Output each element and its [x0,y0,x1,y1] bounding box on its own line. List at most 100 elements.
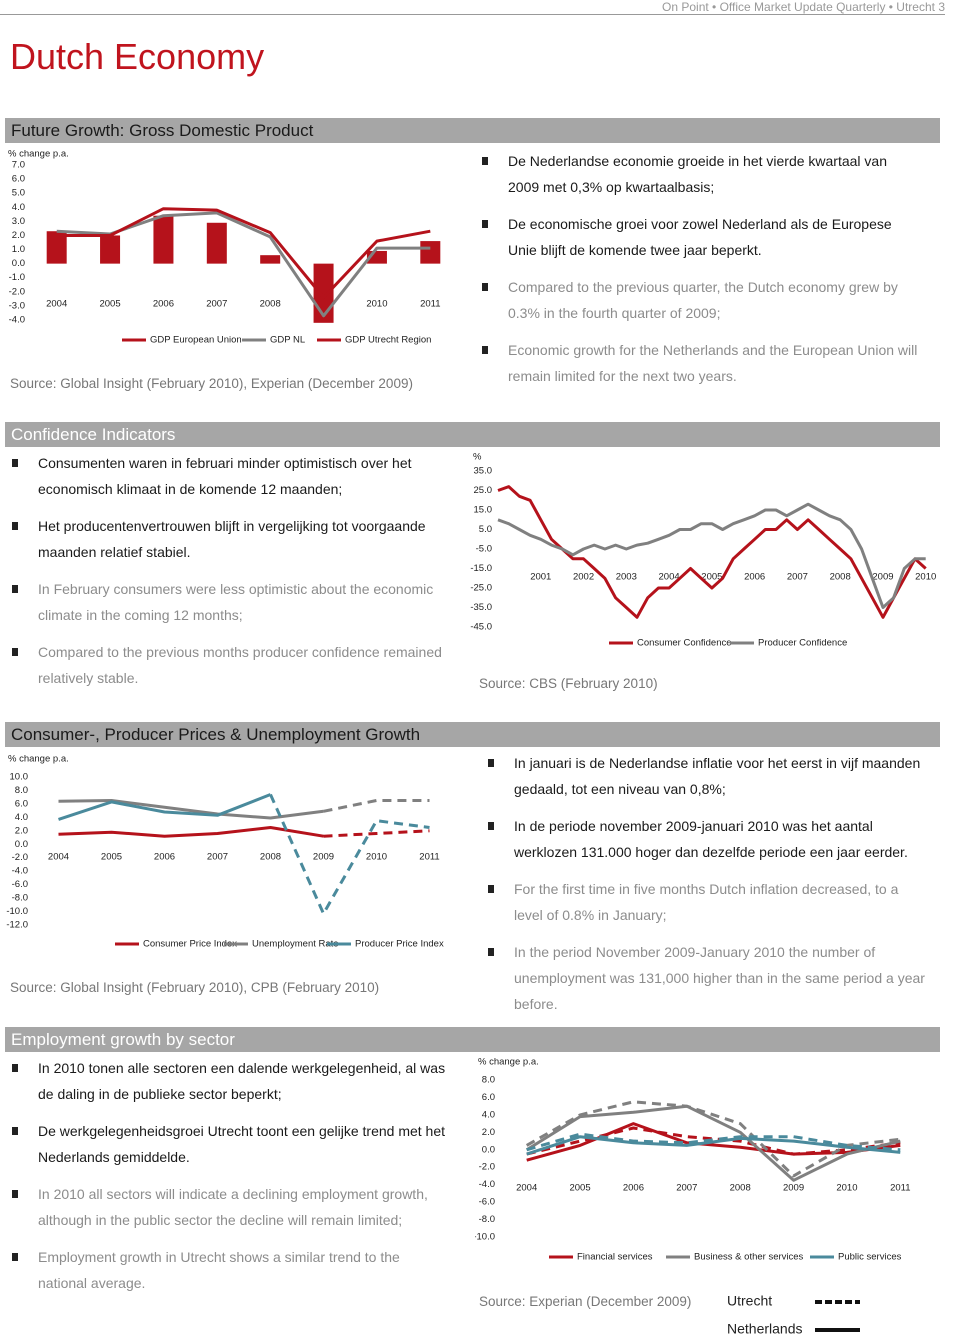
source-note: Source: Global Insight (February 2010), … [10,376,413,391]
y-tick-label: 1.0 [12,244,25,255]
y-tick-label: -45.0 [470,622,492,633]
y-tick-label: -2.0 [479,1162,495,1173]
y-tick-label: 8.0 [482,1075,495,1086]
x-tick-label: 2007 [206,299,227,310]
y-tick-label: 6.0 [12,174,25,185]
y-tick-label: 7.0 [12,160,25,171]
data-line [526,1122,901,1162]
area-legend-label: Netherlands [727,1321,803,1337]
y-axis-title: % [473,452,482,463]
x-tick-label: 2006 [744,572,765,583]
section-heading: Employment growth by sector [5,1027,940,1052]
x-tick-label: 2006 [154,852,175,863]
x-tick-label: 2003 [616,572,637,583]
bullet-list: De Nederlandse economie groeide in het v… [480,148,920,400]
source-note: Source: Experian (December 2009) [479,1294,692,1309]
data-line [323,799,430,813]
bullet: In February consumers were less optimist… [10,576,450,628]
legend-label: Consumer Confidence [637,638,732,649]
y-tick-label: -3.0 [9,300,25,311]
data-line [526,1135,901,1156]
x-tick-label: 2004 [48,852,69,863]
bullet-list: In 2010 tonen alle sectoren een dalende … [10,1055,450,1307]
section-heading: Confidence Indicators [5,422,940,447]
x-tick-label: 2010 [366,299,387,310]
bullet-list: In januari is de Nederlandse inflatie vo… [486,750,926,1028]
data-line [525,1104,901,1182]
source-note: Source: CBS (February 2010) [479,676,658,691]
bullet: Employment growth in Utrecht shows a sim… [10,1244,450,1296]
data-line [56,207,431,299]
x-tick-label: 2010 [915,572,936,583]
legend-label: Producer Confidence [758,638,847,649]
y-axis-title: % change p.a. [8,149,69,160]
bullet: Compared to the previous months producer… [10,639,450,691]
data-line [525,1100,901,1178]
data-line [58,826,324,838]
x-tick-label: 2010 [366,852,387,863]
running-header: On Point • Office Market Update Quarterl… [662,0,945,14]
bullet: De werkgelegenheidsgroei Utrecht toont e… [10,1118,450,1170]
section-heading: Future Growth: Gross Domestic Product [5,118,940,143]
y-axis-title: % change p.a. [478,1057,539,1068]
y-tick-label: 4.0 [15,812,28,823]
x-tick-label: 2005 [569,1183,590,1194]
x-tick-label: 2008 [830,572,851,583]
x-tick-label: 2009 [313,852,334,863]
y-tick-label: 6.0 [482,1092,495,1103]
legend-label: Consumer Price Index [143,939,237,950]
chart: % change p.a. 10.0 8.0 6.0 4.0 2.0 0.0 -2.0 -4.0… [6,754,444,950]
y-tick-label: 3.0 [12,216,25,227]
x-tick-label: 2005 [99,299,120,310]
legend-label: Business & other services [694,1252,804,1263]
bullet: For the first time in five months Dutch … [486,876,926,928]
data-line [497,485,927,619]
y-tick-label: -4.0 [479,1179,495,1190]
legend-label: GDP European Union [150,335,242,346]
y-axis-title: % change p.a. [8,754,69,765]
y-tick-label: -8.0 [12,893,28,904]
bullet: Het producentenvertrouwen blijft in verg… [10,513,450,565]
y-tick-label: 10.0 [10,772,29,783]
data-line [58,793,272,821]
bar [46,231,67,264]
y-tick-label: 0.0 [482,1144,495,1155]
y-tick-label: -4.0 [9,315,25,326]
x-tick-label: 2009 [783,1183,804,1194]
y-tick-label: -4.0 [12,866,28,877]
bullet: In the period November 2009-January 2010… [486,939,926,1017]
y-tick-label: 2.0 [15,825,28,836]
y-tick-label: -10.0 [6,906,28,917]
chart: % change p.a.7.0 6.0 5.0 4.0 3.0 2.0 1.0 0.0 -1.… [8,149,441,346]
x-tick-label: 2008 [730,1183,751,1194]
x-tick-label: 2011 [419,852,439,863]
legend-label: GDP Utrecht Region [345,335,431,346]
x-tick-label: 2008 [260,852,281,863]
y-tick-label: 5.0 [12,188,25,199]
x-tick-label: 2006 [153,299,174,310]
x-tick-label: 2002 [573,572,594,583]
y-tick-label: 0.0 [15,839,28,850]
y-tick-label: -6.0 [12,879,28,890]
y-tick-label: 8.0 [15,785,28,796]
data-line [497,502,926,609]
x-tick-label: 2010 [836,1183,857,1194]
x-tick-label: 2008 [260,299,281,310]
y-tick-label: 6.0 [15,798,28,809]
bullet: In januari is de Nederlandse inflatie vo… [486,750,926,802]
bar [206,222,227,264]
bar [260,255,281,264]
bullet: De economische groei voor zowel Nederlan… [480,211,920,263]
chart: % change p.a. 8.0 6.0 4.0 2.0 0.0 -2.0 -4.0 -6.0… [475,1057,911,1337]
bullet: Consumenten waren in februari minder opt… [10,450,450,502]
y-tick-label: -2.0 [9,286,25,297]
x-tick-label: 2007 [207,852,228,863]
legend-label: Producer Price Index [355,939,444,950]
bullet: In 2010 tonen alle sectoren een dalende … [10,1055,450,1107]
x-tick-label: 2004 [46,299,67,310]
bullet: In 2010 all sectors will indicate a decl… [10,1181,450,1233]
legend-label: GDP NL [270,335,305,346]
y-tick-label: -25.0 [470,583,492,594]
page-title: Dutch Economy [10,36,265,77]
